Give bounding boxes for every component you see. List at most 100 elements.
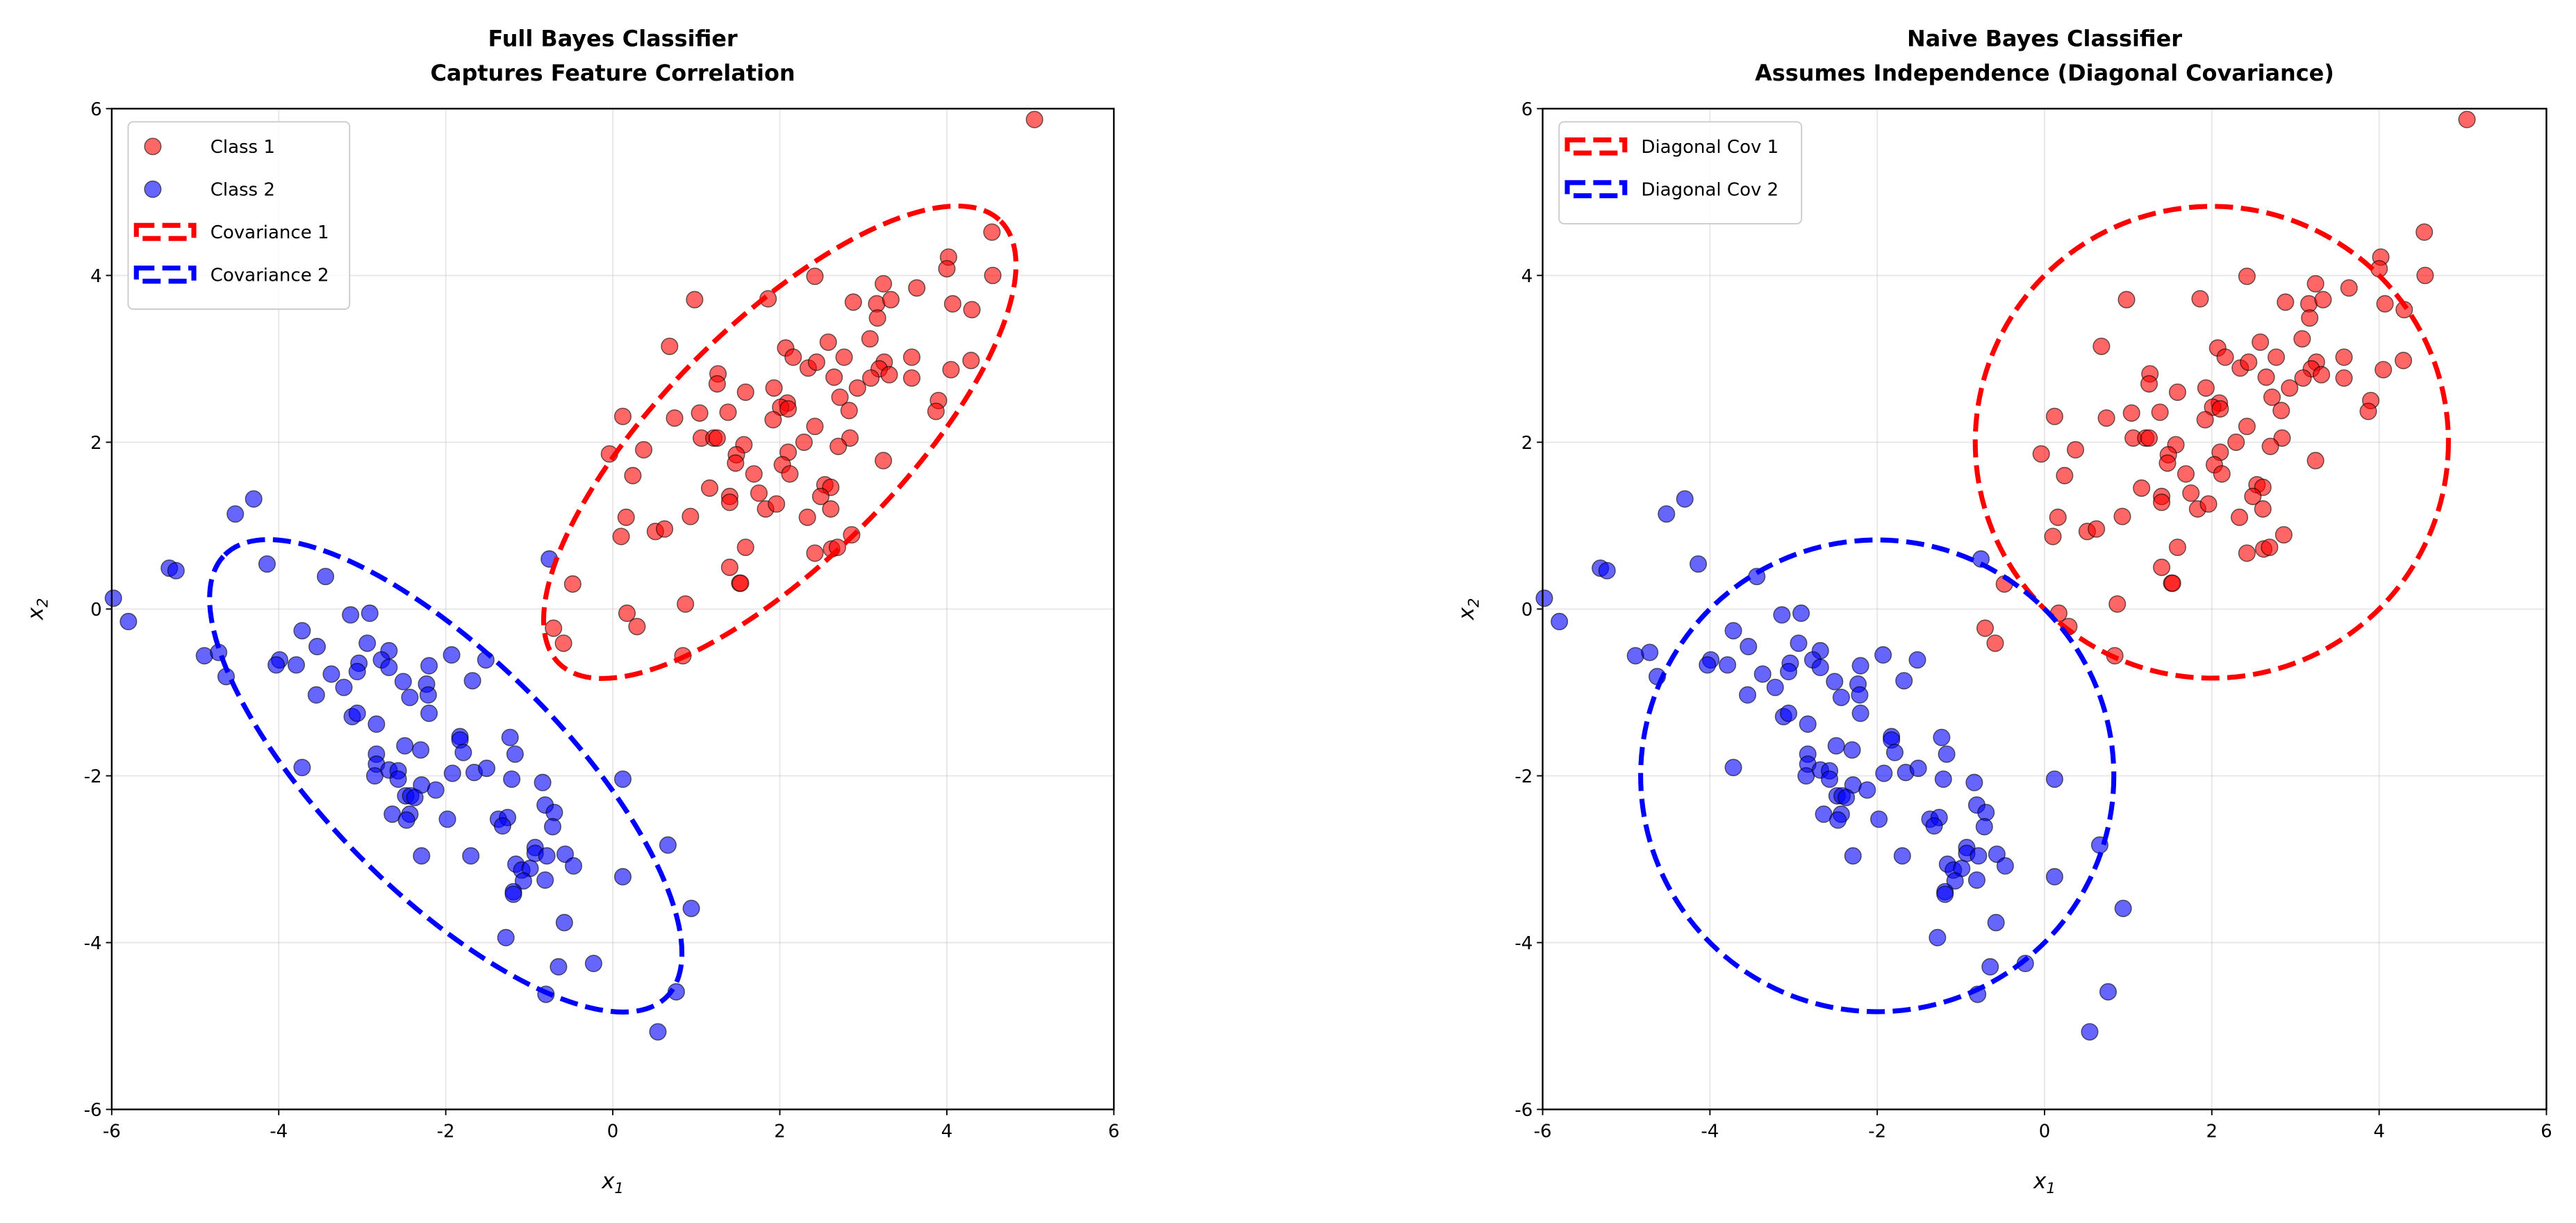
data-point xyxy=(1996,857,2014,875)
data-point xyxy=(719,403,737,421)
data-point xyxy=(765,379,783,397)
data-point xyxy=(420,704,438,723)
data-point xyxy=(1826,673,1844,691)
legend-label: Covariance 2 xyxy=(210,265,329,286)
y-tick-label: -2 xyxy=(1514,766,1533,787)
data-point xyxy=(962,352,980,370)
data-point xyxy=(427,781,445,799)
data-point xyxy=(2122,404,2140,422)
data-point xyxy=(613,770,632,788)
data-point xyxy=(2267,348,2286,366)
x-tick-label: -4 xyxy=(1701,1122,1719,1142)
data-point xyxy=(1981,958,1999,976)
chart-title: Full Bayes Classifier xyxy=(488,26,737,52)
data-point xyxy=(545,619,563,637)
full-bayes-panel: Full Bayes Classifier Captures Feature Co… xyxy=(23,26,1119,1198)
y-tick-label: 6 xyxy=(90,99,102,120)
data-point xyxy=(1875,764,1893,782)
data-point xyxy=(1885,744,1904,762)
data-point xyxy=(2293,330,2311,348)
x-tick-label: -2 xyxy=(1868,1122,1886,1142)
data-point xyxy=(563,575,581,593)
data-point xyxy=(779,400,798,418)
data-point xyxy=(649,1023,667,1041)
x-tick-label: 2 xyxy=(774,1122,786,1142)
data-point xyxy=(1933,728,1951,746)
data-point xyxy=(750,484,768,502)
data-point xyxy=(2056,466,2074,484)
x-axis-label-subscript: 1 xyxy=(2046,1180,2056,1197)
data-point xyxy=(736,539,754,557)
data-point xyxy=(348,704,366,723)
x-tick-label: 6 xyxy=(2541,1122,2552,1142)
data-point xyxy=(902,348,920,366)
data-point xyxy=(2153,558,2171,576)
data-point xyxy=(2335,369,2353,387)
x-axis-label: x1 xyxy=(601,1169,624,1197)
data-point xyxy=(1925,816,1943,835)
data-point xyxy=(396,737,414,755)
y-tick-label: 4 xyxy=(1521,266,1533,287)
data-point xyxy=(443,764,461,782)
y-axis-label: x2 xyxy=(1454,598,1483,621)
data-point xyxy=(806,418,824,436)
data-point xyxy=(1938,745,1956,763)
data-point xyxy=(983,223,1001,241)
data-point xyxy=(848,379,866,397)
data-point xyxy=(2238,418,2256,436)
y-tick-label: -6 xyxy=(1514,1100,1533,1121)
data-point xyxy=(1799,715,1817,733)
data-point xyxy=(1946,872,1964,890)
data-point xyxy=(831,388,849,407)
y-tick-label: -4 xyxy=(84,933,102,954)
x-tick-label: 4 xyxy=(941,1122,953,1142)
data-point xyxy=(2359,402,2377,420)
data-point xyxy=(2168,539,2186,557)
data-point xyxy=(784,348,802,366)
data-point xyxy=(732,574,750,592)
data-point xyxy=(927,402,945,420)
data-point xyxy=(538,847,556,865)
data-point xyxy=(806,268,824,286)
data-point xyxy=(2140,429,2158,447)
data-point xyxy=(2092,337,2111,355)
data-point xyxy=(2099,983,2117,1001)
data-point xyxy=(1936,885,1954,903)
y-tick-label: 2 xyxy=(90,433,102,454)
data-point xyxy=(1976,619,1995,637)
data-point xyxy=(1724,758,1742,777)
data-point xyxy=(2240,353,2258,371)
data-point xyxy=(628,618,646,636)
y-axis-label: x2 xyxy=(23,598,51,621)
legend-label: Class 2 xyxy=(210,180,275,201)
data-point xyxy=(2313,366,2331,384)
data-point xyxy=(2045,407,2063,425)
data-point xyxy=(2114,899,2132,917)
legend: Class 1 Class 2 Covariance 1 Covariance 2 xyxy=(127,121,351,310)
data-point xyxy=(1792,604,1810,622)
data-point xyxy=(368,715,386,733)
data-point xyxy=(245,490,263,508)
data-point xyxy=(984,266,1002,284)
legend-marker xyxy=(144,138,162,156)
data-point xyxy=(795,433,813,451)
data-point xyxy=(1551,612,1569,630)
data-point xyxy=(419,686,437,704)
data-point xyxy=(1658,505,1676,523)
x-axis-label-subscript: 1 xyxy=(614,1180,624,1197)
data-point xyxy=(389,770,407,788)
series-class-2 xyxy=(104,490,700,1041)
data-point xyxy=(361,604,379,622)
data-point xyxy=(745,465,763,483)
data-point xyxy=(844,293,862,311)
data-point xyxy=(1844,847,1862,865)
data-point xyxy=(666,409,684,427)
data-point xyxy=(682,507,700,525)
data-point xyxy=(1843,741,1861,759)
data-point xyxy=(358,634,377,652)
data-point xyxy=(1858,781,1876,799)
data-point xyxy=(2067,441,2085,459)
data-point xyxy=(380,658,398,676)
data-point xyxy=(554,634,572,652)
data-point xyxy=(661,337,679,355)
